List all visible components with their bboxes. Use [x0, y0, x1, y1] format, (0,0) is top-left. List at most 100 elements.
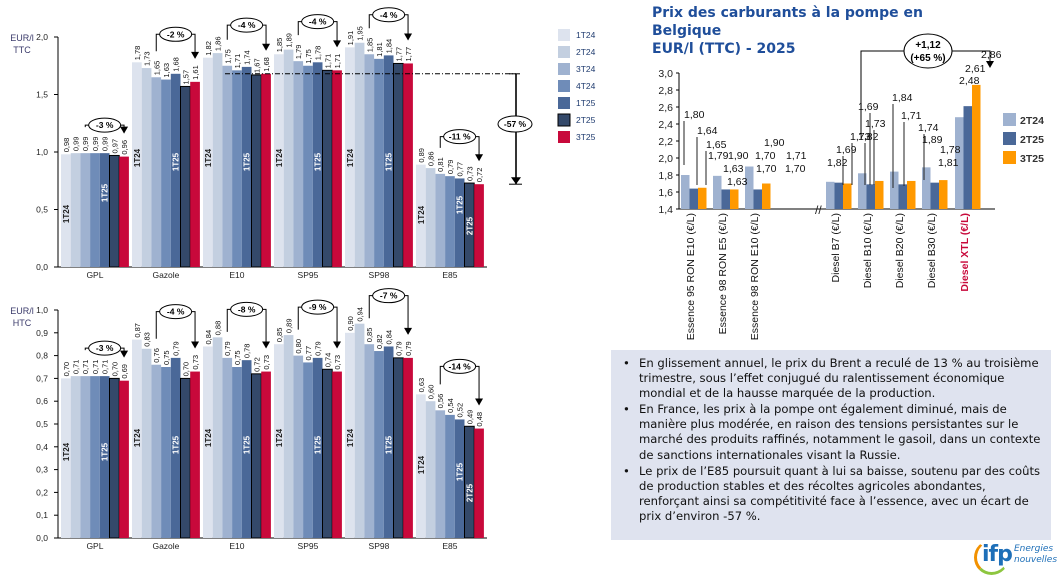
data-label: 1,84 [892, 92, 913, 104]
y-axis-label: HTC [13, 318, 32, 328]
legend-label: 4T24 [576, 81, 596, 91]
gap-badge [497, 115, 533, 133]
legend-label: 3T25 [576, 132, 596, 142]
arrow-down-icon [404, 327, 413, 335]
commentary-list: En glissement annuel, le prix du Brent a… [617, 356, 1041, 524]
legend-swatch [1003, 132, 1016, 145]
data-label: 1,71 [786, 150, 807, 162]
data-label: 0,99 [81, 137, 90, 152]
y-tick-label: 0,5 [36, 205, 48, 215]
bar-3t25 [403, 63, 413, 268]
in-bar-label: 1T24 [417, 205, 426, 224]
in-bar-label: 2T25 [465, 483, 474, 502]
data-label: 0,79 [314, 341, 323, 356]
bar-3t25 [843, 183, 852, 209]
in-bar-label: 1T24 [275, 148, 284, 167]
ifpen-logo: ifp Energies nouvelles [974, 540, 1060, 575]
data-label: 1,91 [346, 31, 355, 46]
bar-2t24 [713, 175, 722, 209]
in-bar-label: 1T25 [243, 435, 252, 454]
bar-3t24 [435, 173, 446, 267]
legend-swatch [557, 113, 571, 127]
data-label: 0,54 [446, 398, 455, 413]
bar-4t24 [445, 176, 455, 267]
data-label: 0,88 [214, 321, 223, 336]
data-label: 0,76 [152, 348, 161, 363]
bar-4t24 [90, 153, 100, 267]
bar-3t25 [698, 187, 707, 209]
legend-label: 1T24 [576, 30, 596, 40]
data-label: 0,70 [62, 362, 71, 377]
bar-3t24 [151, 364, 162, 538]
bar-1t24 [274, 54, 284, 267]
in-bar-label: 1T25 [456, 462, 465, 481]
change-label: -14 % [449, 361, 472, 371]
bar-3t25 [261, 371, 271, 538]
y-tick-label: 0,6 [36, 396, 48, 406]
change-label: -7 % [380, 291, 398, 301]
data-label: 1,86 [214, 36, 223, 51]
y-tick-label: 0,7 [36, 373, 48, 383]
y-tick-label: 2,4 [658, 119, 673, 131]
bar-1t25 [383, 346, 394, 538]
bar-3t24 [151, 77, 162, 267]
y-tick-label: 0,3 [36, 465, 48, 475]
in-bar-label: 1T25 [172, 435, 181, 454]
bar-2t24 [858, 173, 867, 209]
data-label: 1,74 [243, 50, 252, 65]
data-label: 1,82 [858, 131, 879, 143]
bar-3t25 [907, 180, 916, 209]
bar-3t24 [80, 153, 91, 267]
data-label: 0,73 [465, 166, 474, 181]
y-tick-label: 2,6 [658, 102, 673, 114]
data-label: 0,49 [465, 410, 474, 425]
x-tick-label: SP98 [369, 541, 390, 551]
data-label: 1,77 [394, 47, 403, 62]
data-label: 1,70 [785, 163, 806, 175]
bar-4t24 [232, 367, 242, 538]
bar-4t24 [232, 70, 242, 267]
data-label: 0,78 [243, 344, 252, 359]
data-label: 0,94 [356, 307, 365, 322]
data-label: 1,70 [756, 163, 777, 175]
bar-4t24 [374, 351, 384, 538]
bar-4t24 [303, 362, 313, 538]
data-label: 0,84 [385, 330, 394, 345]
data-label: 1,63 [723, 163, 744, 175]
data-label: 0,56 [436, 394, 445, 409]
bar-2t25 [109, 377, 120, 539]
bar-1t24 [416, 164, 426, 267]
data-label: 0,74 [323, 353, 332, 368]
arrow-down-icon [262, 43, 271, 51]
bar-2t24 [212, 337, 223, 538]
x-tick-label: Essence 98 RON E10 (€/L) [749, 213, 761, 340]
bar-2t25 [866, 184, 875, 209]
bar-2t24 [425, 168, 436, 267]
bar-2t25 [251, 373, 262, 539]
bar-2t25 [109, 154, 120, 268]
bar-3t25 [474, 184, 484, 267]
arrow-down-icon [333, 341, 342, 349]
data-label: 1,71 [333, 54, 342, 69]
bar-3t25 [730, 189, 739, 209]
change-label: -4 % [238, 20, 256, 30]
in-bar-label: 1T24 [133, 428, 142, 447]
arrow-down-icon [191, 51, 200, 59]
data-label: 0,99 [101, 137, 110, 152]
change-badge [88, 340, 122, 356]
bar-2t25 [393, 62, 404, 268]
bar-4t24 [303, 65, 313, 267]
data-label: 1,81 [375, 42, 384, 57]
data-label: 0,69 [120, 364, 129, 379]
change-bracket [860, 50, 991, 135]
change-label: -4 % [167, 307, 185, 317]
in-bar-label: 1T25 [314, 152, 323, 171]
y-tick-label: 2,0 [36, 32, 48, 42]
bar-4t24 [161, 367, 171, 538]
change-badge [159, 26, 193, 42]
data-label: 0,71 [81, 360, 90, 375]
data-label: 0,85 [275, 328, 284, 343]
y-tick-label: 0,0 [36, 262, 48, 272]
y-tick-label: 1,5 [36, 90, 48, 100]
y-tick-label: 0,1 [36, 510, 48, 520]
